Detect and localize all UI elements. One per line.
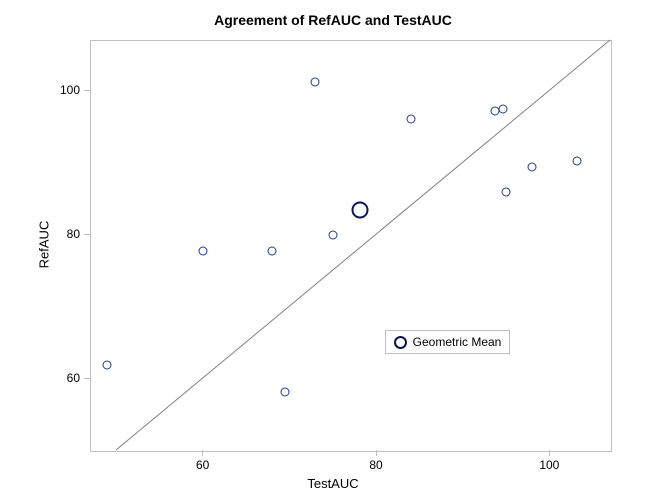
identity-line <box>90 40 610 450</box>
x-tick-mark <box>202 450 203 456</box>
data-point <box>328 230 337 239</box>
data-point <box>406 115 415 124</box>
x-tick-mark <box>549 450 550 456</box>
y-axis-label: RefAUC <box>36 221 51 269</box>
data-point <box>103 361 112 370</box>
chart-container: Agreement of RefAUC and TestAUC TestAUC … <box>0 0 666 500</box>
data-point <box>198 247 207 256</box>
data-point <box>528 162 537 171</box>
data-point <box>502 187 511 196</box>
legend-marker-icon <box>394 336 407 349</box>
data-point <box>573 156 582 165</box>
y-tick-label: 100 <box>55 83 80 97</box>
chart-title: Agreement of RefAUC and TestAUC <box>0 12 666 28</box>
x-tick-mark <box>376 450 377 456</box>
legend: Geometric Mean <box>385 330 511 354</box>
data-point <box>490 107 499 116</box>
y-tick-label: 60 <box>55 371 80 385</box>
y-tick-label: 80 <box>55 227 80 241</box>
x-tick-label: 100 <box>539 458 559 472</box>
data-point <box>499 105 508 114</box>
geometric-mean-point <box>352 202 369 219</box>
x-axis-label: TestAUC <box>0 476 666 491</box>
data-point <box>281 388 290 397</box>
legend-label: Geometric Mean <box>413 335 502 349</box>
x-tick-label: 60 <box>196 458 209 472</box>
data-point <box>311 78 320 87</box>
data-point <box>268 247 277 256</box>
x-tick-label: 80 <box>369 458 382 472</box>
